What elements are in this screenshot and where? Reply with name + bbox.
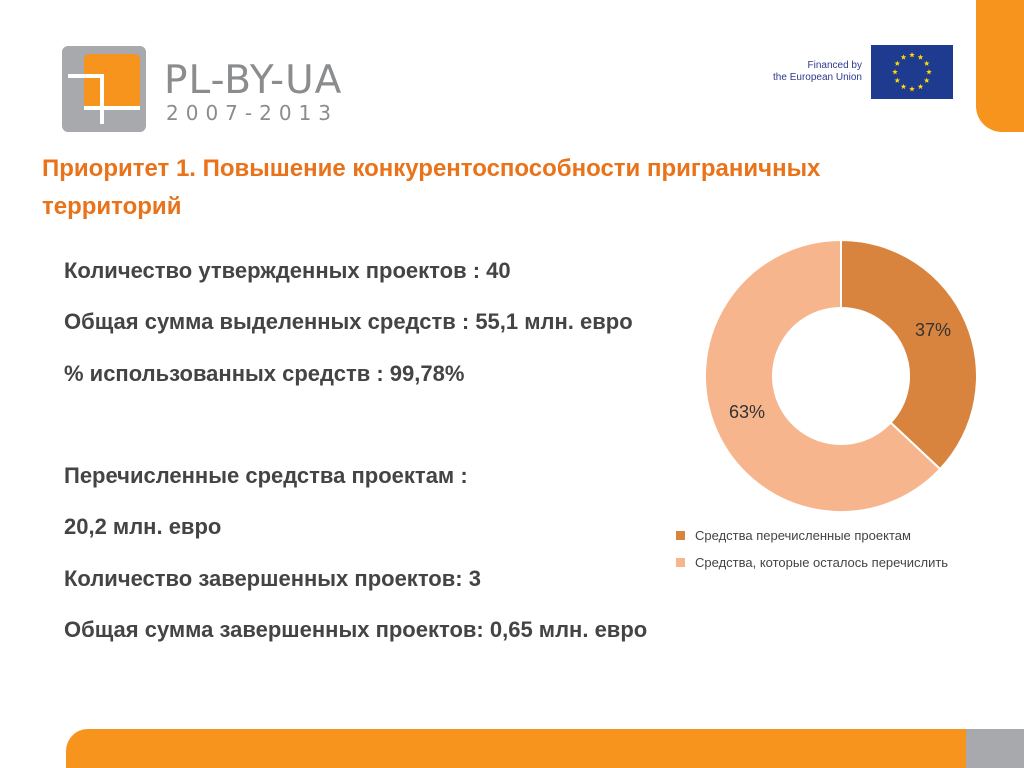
legend-item-remaining: Средства, которые осталось перечислить — [676, 555, 948, 570]
logo-title: PL-BY-UA — [164, 58, 343, 103]
stat-allocated-funds: Общая сумма выделенных средств : 55,1 мл… — [64, 309, 633, 334]
page-title-line2: территорий — [42, 193, 182, 220]
footer-bar — [66, 729, 966, 768]
legend-swatch-remaining — [676, 558, 685, 567]
legend-label-remaining: Средства, которые осталось перечислить — [695, 555, 949, 570]
eu-financed-line2: the European Union — [773, 72, 862, 83]
donut-slice-1 — [704, 238, 942, 513]
eu-star-icon — [917, 83, 924, 90]
footer-gray-block — [966, 729, 1024, 768]
eu-star-icon — [900, 83, 907, 90]
eu-star-icon — [894, 77, 901, 83]
eu-star-icon — [900, 54, 907, 60]
stat-approved-projects: Количество утвержденных проектов : 40 — [64, 258, 511, 283]
stat-completed-sum: Общая сумма завершенных проектов: 0,65 м… — [64, 617, 648, 642]
legend-item-transferred: Средства перечисленные проектам — [676, 528, 911, 543]
eu-star-icon — [926, 69, 932, 75]
stat-completed-projects: Количество завершенных проектов: 3 — [64, 566, 481, 591]
eu-star-icon — [923, 77, 930, 83]
eu-star-icon — [892, 69, 898, 75]
page-title-line1: Приоритет 1. Повышение конкурентоспособн… — [42, 155, 821, 182]
eu-flag-icon — [871, 45, 953, 99]
corner-decoration — [976, 0, 1024, 132]
stat-transferred-label: Перечисленные средства проектам : — [64, 463, 468, 488]
eu-star-icon — [909, 86, 915, 92]
donut-slice-0 — [840, 238, 978, 471]
legend-swatch-transferred — [676, 531, 685, 540]
stat-used-funds-percent: % использованных средств : 99,78% — [64, 361, 465, 386]
donut-chart: 37% 63% — [704, 238, 978, 513]
donut-label-0: 37% — [915, 320, 951, 340]
plbyua-logo-icon — [62, 46, 146, 132]
eu-star-icon — [909, 52, 915, 58]
eu-star-icon — [917, 54, 924, 60]
eu-financed-line1: Financed by — [807, 60, 862, 71]
eu-financed-text: Financed by the European Union — [760, 60, 862, 84]
page-title: Приоритет 1. Повышение конкурентоспособн… — [42, 150, 962, 226]
donut-label-1: 63% — [729, 402, 765, 422]
eu-star-icon — [923, 60, 930, 66]
logo-years: 2007-2013 — [166, 101, 339, 125]
stat-transferred-amount: 20,2 млн. евро — [64, 514, 222, 539]
eu-star-icon — [894, 60, 901, 66]
legend-label-transferred: Средства перечисленные проектам — [695, 528, 911, 543]
